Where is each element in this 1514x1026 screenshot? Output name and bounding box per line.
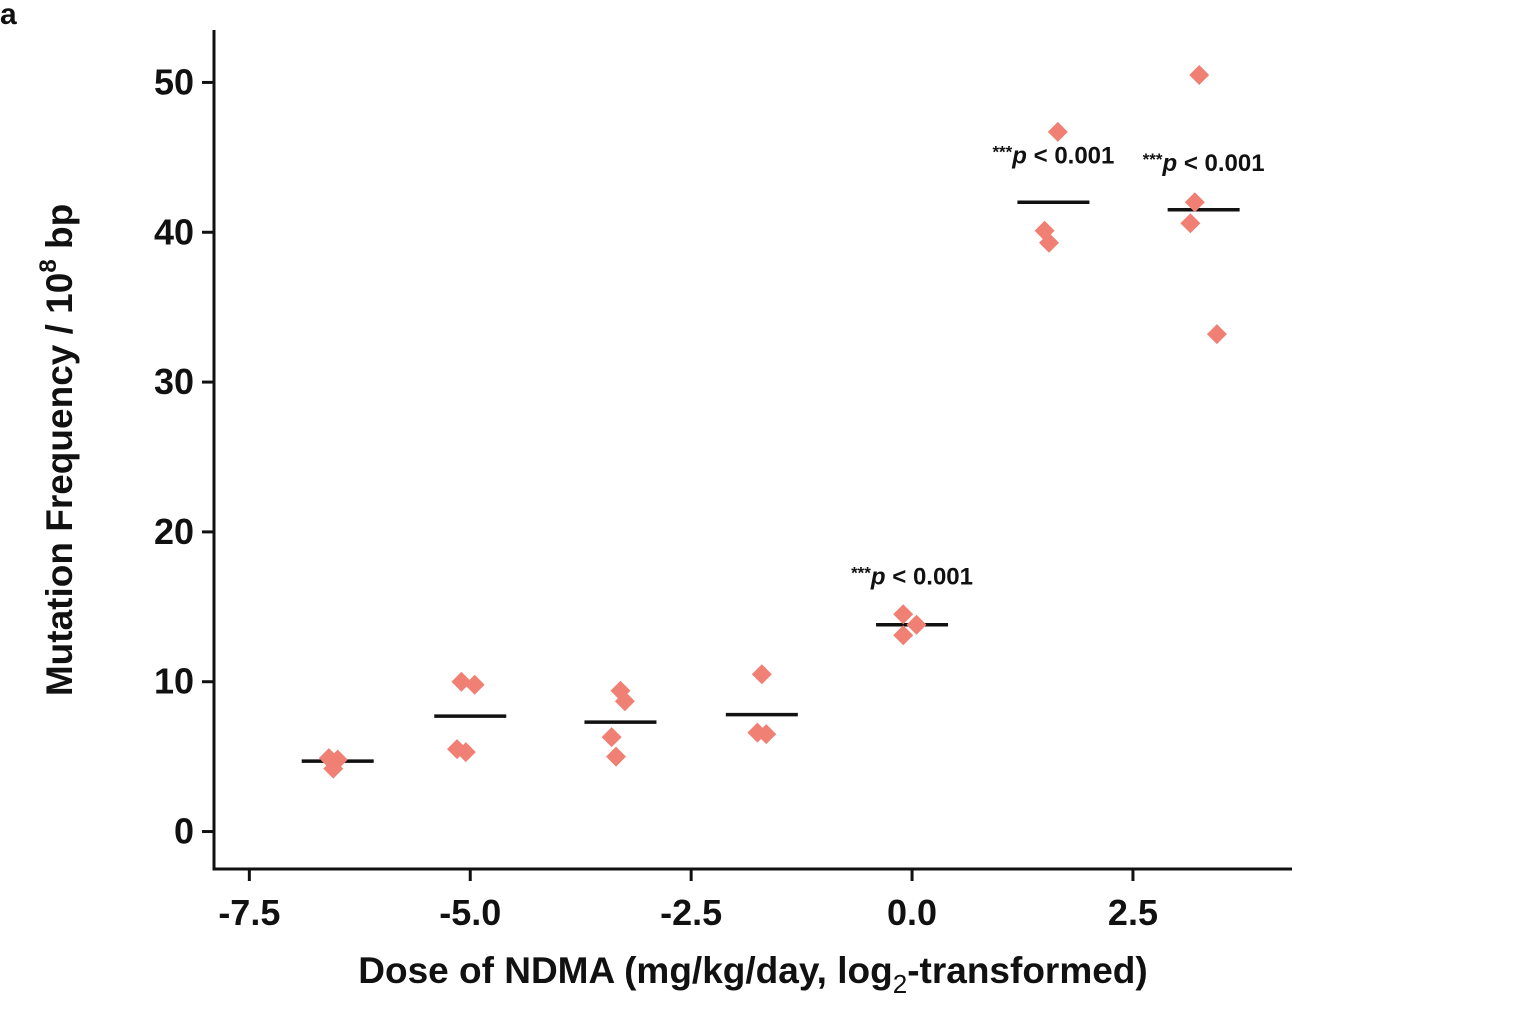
x-tick-label: -7.5	[218, 892, 280, 933]
data-point	[1047, 121, 1068, 142]
y-tick-label: 10	[154, 661, 194, 702]
p-value: < 0.001	[886, 563, 973, 590]
x-ticks: -7.5 -5.0 -2.5 0.0 2.5	[218, 869, 1158, 933]
y-tick-label: 0	[174, 811, 194, 852]
y-tick-label: 50	[154, 61, 194, 102]
significance-stars: ***	[1143, 150, 1163, 169]
y-axis-title-main: Mutation Frequency / 10	[39, 273, 80, 697]
p-value: < 0.001	[1177, 150, 1264, 177]
y-axis-title-superscript: 8	[35, 259, 62, 272]
data-point	[1189, 64, 1210, 85]
mean-lines	[301, 200, 1240, 763]
data-point	[451, 671, 472, 692]
data-point	[756, 724, 777, 745]
panel-label: a	[0, 0, 17, 31]
data-point	[601, 727, 622, 748]
x-tick-label: 0.0	[887, 892, 937, 933]
y-tick-label: 30	[154, 361, 194, 402]
y-ticks: 0 10 20 30 40 50	[154, 61, 214, 852]
data-point	[893, 604, 914, 625]
data-point	[1206, 324, 1227, 345]
significance-label: ***p < 0.001	[992, 142, 1114, 169]
data-point	[893, 625, 914, 646]
y-tick-label: 40	[154, 211, 194, 252]
p-symbol: p	[870, 563, 886, 590]
data-point	[1039, 232, 1060, 253]
x-tick-label: 2.5	[1108, 892, 1158, 933]
y-axis-title-tail: bp	[39, 204, 80, 259]
data-point	[1180, 213, 1201, 234]
data-point	[751, 664, 772, 685]
p-symbol: p	[1162, 150, 1178, 177]
x-axis-title-tail: -transformed)	[907, 950, 1148, 991]
data-point	[606, 746, 627, 767]
axes	[212, 30, 1292, 871]
significance-stars: ***	[851, 563, 871, 582]
data-point	[464, 674, 485, 695]
data-point	[455, 742, 476, 763]
significance-label: ***p < 0.001	[1143, 150, 1265, 177]
data-points	[318, 64, 1227, 779]
p-value: < 0.001	[1027, 142, 1114, 169]
x-axis-title-main: Dose of NDMA (mg/kg/day, log	[358, 950, 892, 991]
data-point	[323, 758, 344, 779]
x-axis-title-subscript: 2	[893, 969, 907, 999]
data-point	[614, 691, 635, 712]
data-point	[906, 614, 927, 635]
data-point	[1184, 192, 1205, 213]
y-axis-title: Mutation Frequency / 108 bp	[35, 204, 80, 696]
x-tick-label: -2.5	[660, 892, 722, 933]
y-tick-label: 20	[154, 511, 194, 552]
significance-label: ***p < 0.001	[851, 563, 973, 590]
p-symbol: p	[1011, 142, 1027, 169]
significance-annotations: ***p < 0.001***p < 0.001 ***p < 0.001	[851, 142, 1265, 590]
x-tick-label: -5.0	[439, 892, 501, 933]
x-axis-title: Dose of NDMA (mg/kg/day, log2-transforme…	[358, 950, 1147, 999]
significance-stars: ***	[992, 142, 1012, 161]
